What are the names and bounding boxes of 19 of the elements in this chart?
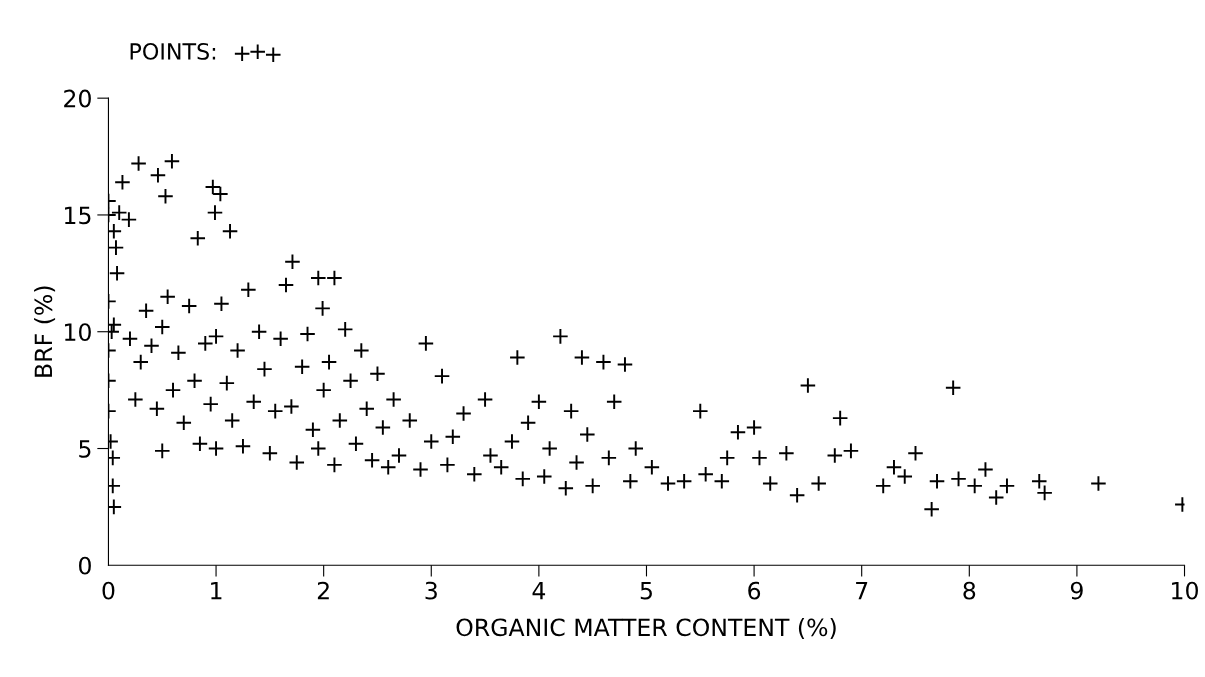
x-tick-label: 1 (211, 581, 222, 600)
legend-label: POINTS: (130, 43, 216, 60)
y-tick-label: 15 (65, 206, 91, 225)
x-tick-label: 8 (963, 581, 976, 600)
x-tick-label: 0 (102, 581, 115, 600)
y-axis-title: BRF (%) (34, 286, 56, 377)
x-tick-label: 7 (856, 581, 868, 600)
x-axis-title: ORGANIC MATTER CONTENT (%) (456, 618, 836, 640)
x-tick-label: 6 (748, 581, 761, 600)
x-tick-label: 5 (640, 581, 652, 600)
y-tick-label: 20 (64, 89, 91, 108)
x-tick-label: 9 (1070, 581, 1083, 600)
x-tick-label: 4 (532, 581, 546, 600)
y-tick-label: 10 (65, 323, 91, 342)
y-tick-label: 0 (79, 556, 91, 575)
x-tick-label: 2 (317, 581, 329, 600)
y-tick-label: 5 (79, 440, 91, 458)
x-tick-label: 10 (1172, 581, 1198, 600)
x-tick-label: 3 (425, 581, 437, 600)
